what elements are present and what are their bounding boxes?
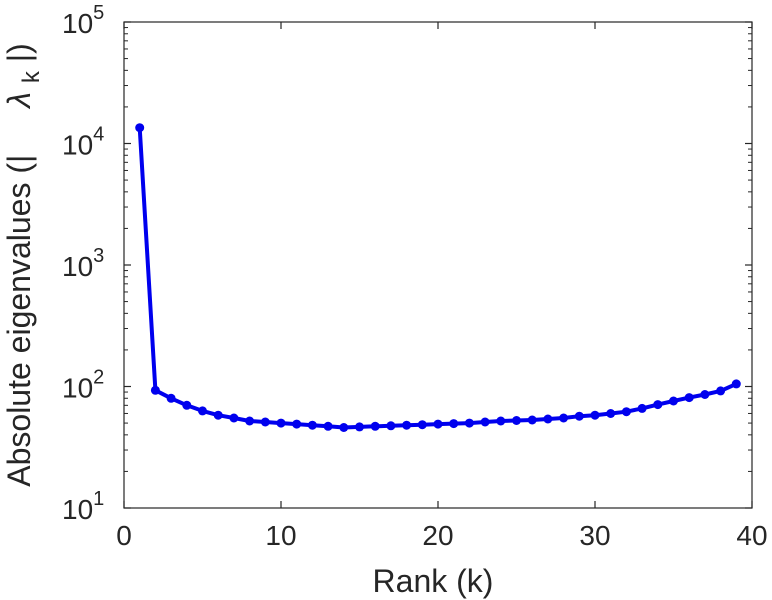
series-line [137,127,738,430]
data-point [496,416,506,426]
data-point [433,419,443,429]
y-tick-label-exponent: 1 [93,488,104,510]
data-point [150,385,160,395]
y-tick-label-base: 10 [62,251,93,282]
y-tick-label-exponent: 3 [93,245,104,267]
x-tick-label: 30 [579,520,610,551]
data-point [292,419,302,429]
data-point [386,421,396,431]
axes-box [123,21,753,509]
y-axis-label-prefix: Absolute eigenvalues (| [1,155,37,487]
axes [123,21,753,509]
y-tick-label-exponent: 2 [93,367,104,389]
data-point [135,123,145,133]
data-point [653,400,663,410]
data-point [370,421,380,431]
data-point [229,413,239,423]
y-tick-label-base: 10 [62,494,93,525]
y-axis-label-subscript: k [18,70,45,83]
data-point [700,390,710,399]
data-point [213,410,223,420]
plot-area [135,123,741,432]
data-point [606,409,616,418]
y-tick-label-exponent: 4 [93,124,104,146]
data-point [355,422,364,432]
x-tick-label: 0 [116,520,132,551]
data-point [245,416,255,426]
data-point [323,421,333,431]
data-point [731,379,741,389]
data-point [339,423,349,432]
data-point [559,413,569,423]
y-tick-label: 103 [62,245,104,282]
y-axis-label-suffix: |) [1,43,37,62]
y-tick-label: 101 [62,488,104,525]
y-tick-label-base: 10 [62,373,93,404]
data-point [480,417,490,427]
y-axis-label: Absolute eigenvalues (| λ k |) [1,43,46,486]
x-tick-label: 20 [422,520,453,551]
y-tick-label: 104 [62,124,104,161]
data-point [166,393,176,403]
data-point [512,416,521,425]
y-tick-label: 102 [62,367,104,404]
data-point [621,407,631,417]
data-point [637,403,647,413]
data-point [590,410,600,420]
data-point [716,386,726,396]
data-point [574,411,584,421]
y-tick-label-base: 10 [62,8,93,39]
y-axis-label-lambda: λ [1,92,37,110]
data-point [527,415,537,425]
data-point [260,417,270,427]
x-tick-label: 10 [265,520,296,551]
data-point [684,393,694,403]
data-point [402,420,412,430]
data-point [543,414,553,424]
data-point [449,419,459,429]
y-tick-label: 105 [62,2,104,39]
x-tick-label: 40 [736,520,767,551]
x-axis-label: Rank (k) [373,563,494,599]
data-point [276,418,286,428]
data-point [464,418,474,428]
data-point [669,396,678,406]
data-point [307,420,317,430]
data-point [182,400,192,410]
y-tick-label-base: 10 [62,130,93,161]
data-point [417,420,427,430]
y-tick-label-exponent: 5 [93,2,104,24]
data-point [198,406,207,416]
